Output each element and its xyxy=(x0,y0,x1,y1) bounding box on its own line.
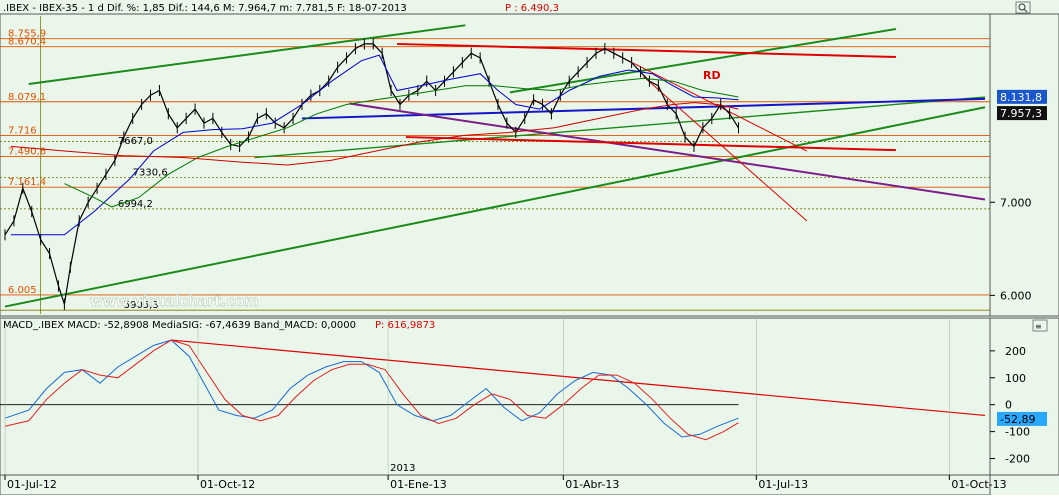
price-series xyxy=(4,38,740,310)
macd-axis-label: 0 xyxy=(1005,399,1012,412)
macd-legend: MACD_.IBEX MACD: -52,8908 MediaSIG: -67,… xyxy=(3,320,356,331)
macd-current-badge xyxy=(997,411,1047,426)
trend-line xyxy=(613,52,808,152)
price-level-label: 7.716 xyxy=(8,126,37,137)
macd-series-mediasig xyxy=(4,339,739,441)
header-legend: .IBEX - IBEX-35 - 1 d Dif. %: 1,85 Dif.:… xyxy=(3,3,407,14)
current-value-label: 8.131,8 xyxy=(1000,91,1042,104)
rd-annotation: RD xyxy=(703,69,721,82)
price-level-label: 7.490,6 xyxy=(8,147,46,158)
macd-axis-label: 200 xyxy=(1005,345,1026,358)
macd-series-macd xyxy=(4,339,739,438)
header-pivot: P : 6.490,3 xyxy=(505,3,559,14)
series-ma1 xyxy=(10,54,739,236)
trend-line xyxy=(349,102,986,201)
point-label: 5905,3 xyxy=(124,300,159,311)
svg-text:≡: ≡ xyxy=(1035,322,1042,331)
series-ma2 xyxy=(64,77,739,208)
zoom-icon[interactable] xyxy=(1015,1,1031,14)
time-axis-label: 01-Jul-13 xyxy=(758,478,808,491)
trend-line xyxy=(643,76,808,222)
price-level-label: 8.755,9 xyxy=(8,29,46,40)
macd-axis-label: -100 xyxy=(1005,426,1030,439)
time-axis-label: 01-Ene-13 xyxy=(390,478,447,491)
trend-line xyxy=(254,96,986,159)
time-axis-label: 01-Jul-12 xyxy=(7,478,57,491)
price-axis-label: 6.000 xyxy=(1000,289,1032,302)
trend-line xyxy=(28,24,466,85)
trend-line xyxy=(405,136,896,152)
point-label: 7667,0 xyxy=(118,136,153,147)
price-level-label: 8.079,1 xyxy=(8,92,46,103)
macd-axis-label: 100 xyxy=(1005,372,1026,385)
macd-current-label: -52,89 xyxy=(1000,413,1035,426)
time-axis-panel xyxy=(0,474,991,496)
axes: 7.000 6.000 8.131,8 7.957,3 200 100 0 -100 -200 -… xyxy=(4,89,1047,491)
trend-line xyxy=(396,42,896,58)
scale-toggle-icon[interactable]: ≡ xyxy=(1032,319,1048,332)
series-ibex-35 xyxy=(4,43,740,305)
macd-panel[interactable] xyxy=(0,317,991,476)
trend-line xyxy=(509,28,897,94)
macd-trend-line xyxy=(171,339,986,417)
price-panel[interactable] xyxy=(0,13,991,317)
point-label: 6994,2 xyxy=(118,199,153,210)
price-axis-label: 7.000 xyxy=(1000,196,1032,209)
time-axis-label: 01-Abr-13 xyxy=(565,478,619,491)
last-value-badge xyxy=(997,106,1047,121)
price-level-label: 7.161,4 xyxy=(8,177,46,188)
macd-axis-label: -200 xyxy=(1005,453,1030,466)
macd-series xyxy=(0,339,986,441)
price-axis-panel xyxy=(989,13,1059,317)
last-value-label: 7.957,3 xyxy=(1000,107,1042,120)
price-level-label: 6.005 xyxy=(8,285,37,296)
trend-line xyxy=(4,106,986,308)
point-label: 7330,6 xyxy=(133,167,168,178)
watermark: www.visualchart.com xyxy=(90,294,259,310)
series-ma3 xyxy=(10,102,739,166)
time-axis-label: 01-Oct-13 xyxy=(951,478,1006,491)
macd-axis-panel xyxy=(989,317,1059,476)
current-value-badge xyxy=(997,89,1047,104)
price-level-label: 8.670,4 xyxy=(8,37,46,48)
year-label: 2013 xyxy=(390,463,415,474)
macd-pivot: P: 616,9873 xyxy=(375,320,435,331)
time-axis-label: 01-Oct-12 xyxy=(200,478,255,491)
trend-lines xyxy=(4,24,986,308)
